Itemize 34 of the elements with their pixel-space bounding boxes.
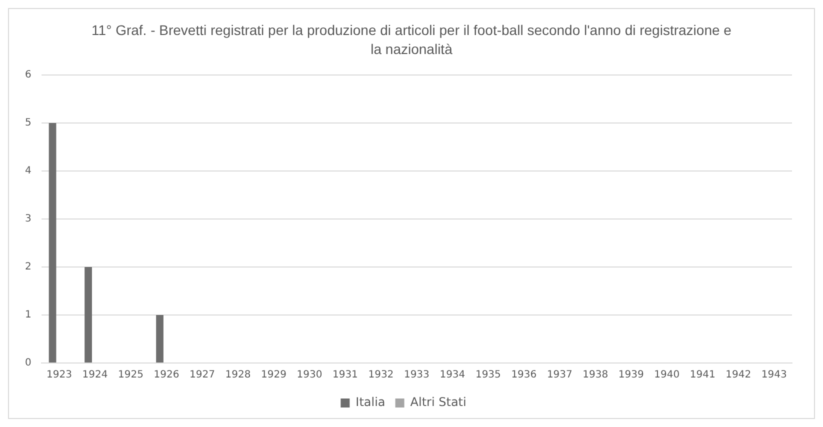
bar [84,267,92,362]
x-tick-label: 1937 [546,370,572,381]
bar [156,315,164,362]
x-tick-label: 1924 [82,370,108,381]
chart-title: 11° Graf. - Brevetti registrati per la produzione di articoli per il foot-ball secondo l'anno di registrazione e la nazionalità [92,21,732,59]
x-tick-label: 1934 [440,370,466,381]
x-tick-label: 1936 [511,370,537,381]
x-tick-label: 1926 [154,370,180,381]
x-tick-label: 1927 [189,370,215,381]
x-tick-label: 1930 [296,370,322,381]
bar [48,123,56,362]
x-tick-label: 1941 [690,370,716,381]
x-tick-label: 1940 [654,370,680,381]
y-tick-label: 4 [24,166,32,177]
y-tick-label: 3 [24,214,32,225]
x-tick-label: 1939 [618,370,644,381]
x-tick-label: 1928 [225,370,251,381]
x-tick-label: 1931 [332,370,358,381]
x-tick-label: 1932 [368,370,394,381]
x-tick-label: 1938 [582,370,608,381]
y-tick-label: 6 [24,70,32,81]
x-tick-label: 1942 [726,370,752,381]
y-tick-label: 1 [24,310,32,321]
y-tick-label: 0 [24,358,32,369]
legend-label: Italia [356,395,386,410]
x-tick-label: 1923 [46,370,72,381]
x-tick-label: 1929 [260,370,286,381]
legend-label: Altri Stati [410,395,466,410]
x-tick-label: 1935 [475,370,501,381]
x-tick-label: 1933 [404,370,430,381]
x-tick-label: 1943 [761,370,787,381]
x-tick-label: 1925 [118,370,144,381]
y-tick-label: 2 [24,262,32,273]
y-tick-label: 5 [24,118,32,129]
